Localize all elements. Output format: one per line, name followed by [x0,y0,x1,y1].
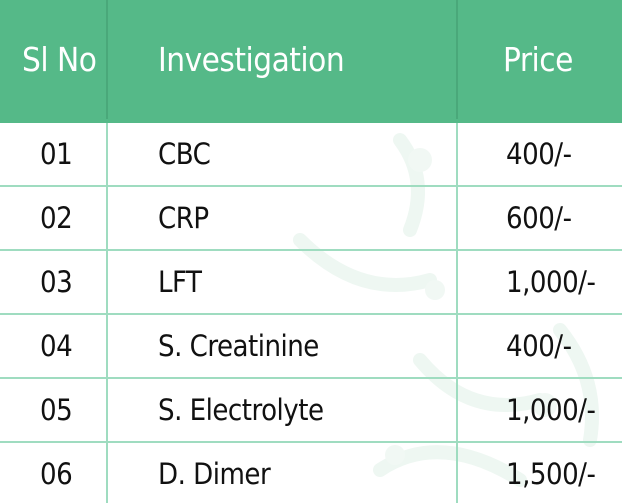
cell-sl-no: 04 [0,314,108,379]
cell-price: 400/- [457,314,622,379]
table-row: 06 D. Dimer 1,500/- [0,442,622,503]
table-row: 03 LFT 1,000/- [0,250,622,315]
cell-investigation: S. Creatinine [107,314,458,379]
cell-price: 1,000/- [457,250,622,315]
cell-sl-no: 03 [0,250,108,315]
header-sl-no: Sl No [0,0,108,123]
cell-investigation: CBC [107,119,458,187]
cell-sl-no: 02 [0,186,108,251]
cell-sl-no: 06 [0,442,108,503]
cell-investigation: D. Dimer [107,442,458,503]
cell-price: 1,500/- [457,442,622,503]
cell-sl-no: 01 [0,119,108,187]
header-investigation: Investigation [107,0,458,123]
cell-investigation: S. Electrolyte [107,378,458,443]
cell-investigation: CRP [107,186,458,251]
cell-investigation: LFT [107,250,458,315]
table-body: 01 CBC 400/- 02 CRP 600/- 03 LFT 1,000/-… [0,119,622,503]
table-header: Sl No Investigation Price [0,0,622,123]
header-row: Sl No Investigation Price [0,0,622,123]
cell-sl-no: 05 [0,378,108,443]
table-row: 05 S. Electrolyte 1,000/- [0,378,622,443]
table-row: 02 CRP 600/- [0,186,622,251]
header-price: Price [457,0,622,123]
cell-price: 1,000/- [457,378,622,443]
table-row: 04 S. Creatinine 400/- [0,314,622,379]
cell-price: 600/- [457,186,622,251]
cell-price: 400/- [457,119,622,187]
table-row: 01 CBC 400/- [0,119,622,187]
